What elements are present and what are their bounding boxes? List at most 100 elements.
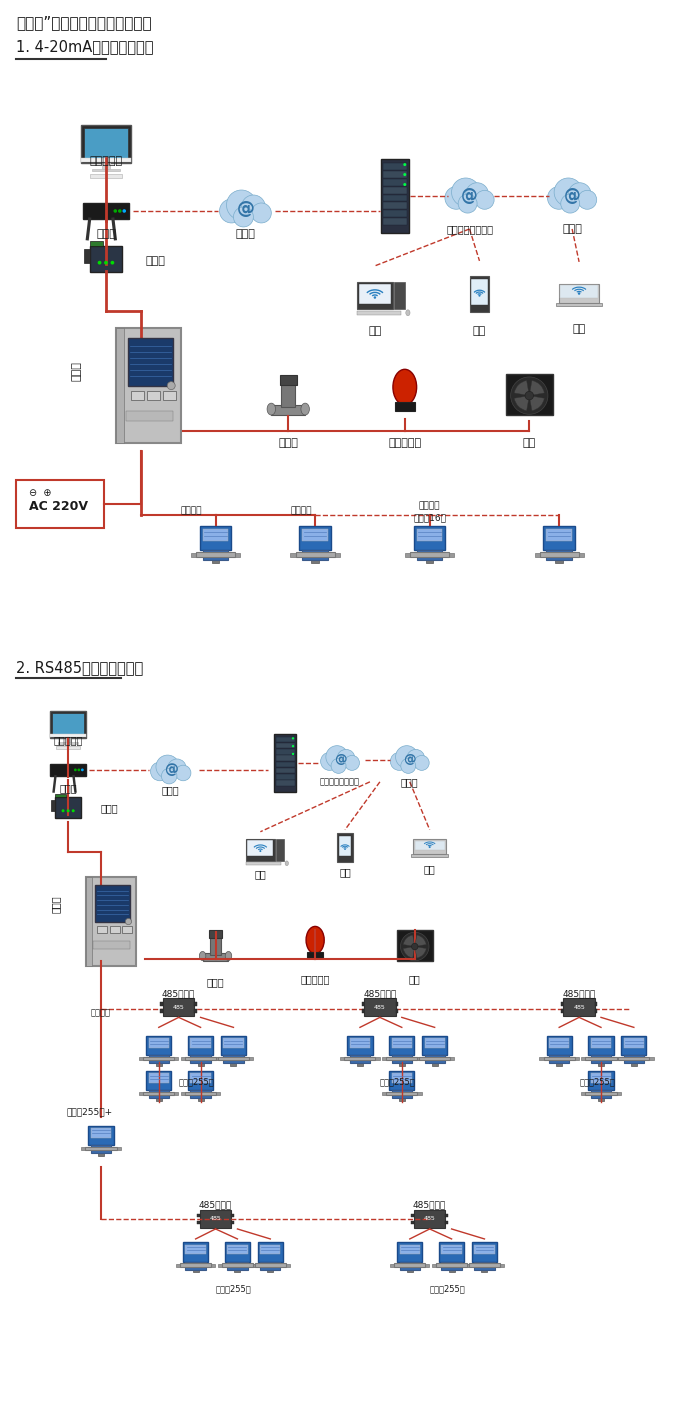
Bar <box>216 1058 220 1061</box>
Ellipse shape <box>393 369 416 405</box>
Bar <box>414 1210 445 1228</box>
Circle shape <box>400 933 429 961</box>
Circle shape <box>167 381 175 390</box>
Bar <box>555 556 563 563</box>
Circle shape <box>475 190 494 210</box>
Bar <box>228 1262 248 1271</box>
Bar <box>382 1092 387 1095</box>
Bar <box>422 1036 447 1055</box>
Bar <box>57 746 80 749</box>
Bar <box>598 1095 604 1100</box>
Bar <box>624 1038 644 1048</box>
Circle shape <box>62 809 64 812</box>
Circle shape <box>220 198 244 222</box>
Bar <box>383 163 407 170</box>
Ellipse shape <box>406 310 410 315</box>
Bar <box>98 1150 104 1155</box>
Bar <box>251 1263 256 1266</box>
Bar <box>128 338 173 387</box>
Bar <box>350 1038 370 1048</box>
Text: 单机版电脑: 单机版电脑 <box>53 734 83 744</box>
Text: @: @ <box>461 187 478 205</box>
Bar <box>276 768 295 774</box>
Bar <box>449 553 454 557</box>
Bar <box>394 283 405 310</box>
Ellipse shape <box>225 951 232 961</box>
Text: 485: 485 <box>173 1005 185 1010</box>
Bar <box>549 1055 569 1064</box>
Bar <box>540 552 579 557</box>
Bar <box>595 1002 598 1006</box>
Bar <box>186 1262 206 1271</box>
Text: 信号输出: 信号输出 <box>419 501 440 509</box>
Bar <box>432 1263 437 1266</box>
Circle shape <box>403 183 406 186</box>
Text: 可连接255台: 可连接255台 <box>380 1078 416 1086</box>
Circle shape <box>428 846 430 848</box>
Text: AC 220V: AC 220V <box>29 501 88 514</box>
Text: 互联网: 互联网 <box>562 224 582 234</box>
Bar <box>383 218 407 225</box>
Bar <box>50 734 86 737</box>
Bar <box>407 1266 413 1272</box>
Bar <box>383 187 407 194</box>
Bar <box>84 128 128 159</box>
Bar <box>547 529 572 540</box>
Bar <box>400 1245 420 1255</box>
Circle shape <box>407 750 425 767</box>
Bar <box>300 526 331 550</box>
Bar <box>405 553 411 557</box>
Bar <box>445 1221 448 1224</box>
Circle shape <box>331 758 346 774</box>
Bar <box>246 862 281 865</box>
Text: @: @ <box>334 753 346 767</box>
Bar <box>188 1036 213 1055</box>
Bar <box>81 125 131 163</box>
Text: 互联网: 互联网 <box>401 777 419 787</box>
Bar <box>499 1263 504 1266</box>
Bar <box>344 1057 375 1061</box>
Bar <box>211 1263 216 1266</box>
Bar <box>340 1058 345 1061</box>
Bar <box>595 1009 598 1013</box>
Text: ⊖  ⊕: ⊖ ⊕ <box>29 488 52 498</box>
Bar <box>85 877 136 967</box>
Bar <box>290 553 297 557</box>
Text: 安帕尔网络服务器: 安帕尔网络服务器 <box>446 224 493 234</box>
Bar <box>148 1090 169 1099</box>
Bar <box>146 1071 172 1090</box>
Bar <box>399 1059 405 1065</box>
Bar <box>614 1058 619 1061</box>
Bar <box>203 529 228 540</box>
Bar <box>391 1090 412 1099</box>
Bar <box>156 1059 162 1065</box>
Bar <box>574 1058 579 1061</box>
Circle shape <box>414 756 429 771</box>
Text: 485: 485 <box>210 1217 221 1221</box>
Bar <box>260 1245 281 1255</box>
Bar <box>148 1074 169 1083</box>
Text: 机气猫”系列带显示固定式检测仪: 机气猫”系列带显示固定式检测仪 <box>16 15 152 31</box>
Text: 电脑: 电脑 <box>368 326 382 336</box>
Bar <box>416 1092 421 1095</box>
Bar <box>231 1214 234 1217</box>
Bar <box>383 179 407 186</box>
Ellipse shape <box>199 951 206 961</box>
Bar <box>160 1002 163 1006</box>
Bar <box>347 1036 372 1055</box>
Bar <box>415 840 444 850</box>
Circle shape <box>412 943 418 950</box>
Text: 声光报警器: 声光报警器 <box>300 975 330 985</box>
Circle shape <box>97 260 102 265</box>
Circle shape <box>568 183 591 205</box>
Circle shape <box>478 294 481 297</box>
Bar <box>84 249 90 263</box>
Circle shape <box>167 758 186 778</box>
Bar <box>543 526 575 550</box>
Bar <box>337 833 353 862</box>
Text: 风机: 风机 <box>409 975 421 985</box>
Bar <box>397 1242 422 1262</box>
Bar <box>439 1242 464 1262</box>
Text: 路由器: 路由器 <box>96 229 116 239</box>
Circle shape <box>326 746 349 768</box>
